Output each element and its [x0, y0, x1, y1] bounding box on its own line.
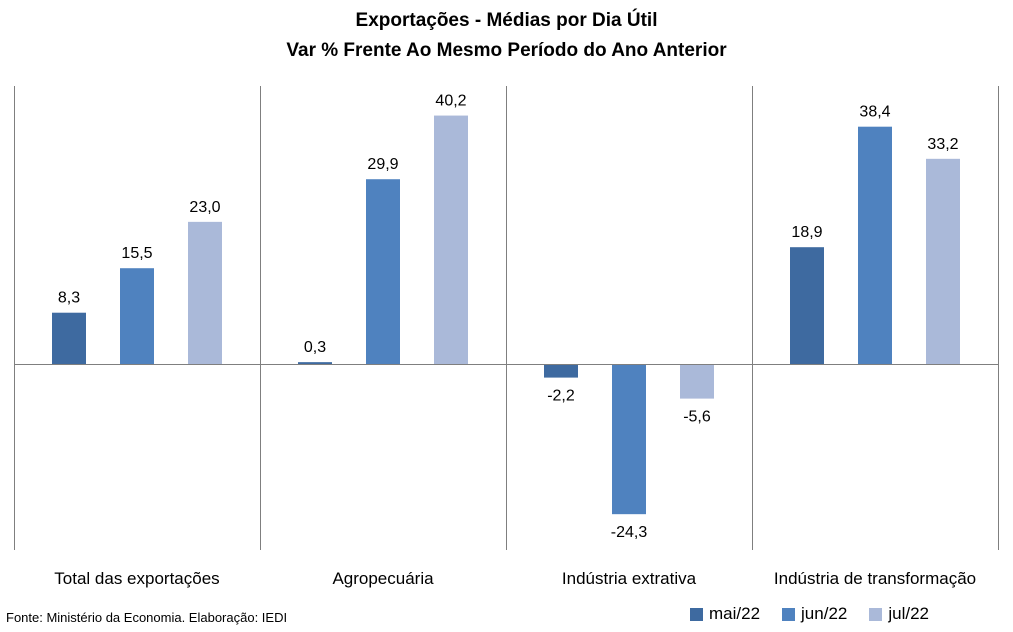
data-label: 23,0	[189, 199, 220, 216]
legend-swatch	[869, 607, 883, 621]
data-label: 40,2	[435, 93, 466, 110]
legend-label: jun/22	[801, 604, 848, 623]
legend-swatch	[782, 607, 796, 621]
chart-subtitle: Var % Frente Ao Mesmo Período do Ano Ant…	[286, 40, 727, 61]
category-label: Indústria extrativa	[562, 569, 697, 588]
bar	[680, 364, 714, 399]
bar	[612, 364, 646, 515]
data-label: 33,2	[927, 136, 958, 153]
category-label: Indústria de transformação	[774, 569, 976, 588]
legend-item-mai22: mai/22	[690, 604, 760, 624]
category-label: Total das exportações	[54, 569, 219, 588]
legend-item-jul22: jul/22	[869, 604, 929, 624]
category-label: Agropecuária	[332, 569, 434, 588]
bar	[120, 268, 154, 364]
data-label: 38,4	[859, 104, 890, 121]
bar	[858, 126, 892, 364]
data-label: 15,5	[121, 245, 152, 262]
bar	[544, 364, 578, 378]
legend-item-jun22: jun/22	[782, 604, 847, 624]
data-label: 18,9	[791, 224, 822, 241]
bar	[434, 115, 468, 365]
bar	[926, 158, 960, 364]
data-label: 8,3	[58, 290, 80, 307]
bar	[188, 221, 222, 364]
chart-title: Exportações - Médias por Dia Útil	[355, 10, 658, 31]
legend: mai/22 jun/22 jul/22	[690, 604, 929, 624]
source-note: Fonte: Ministério da Economia. Elaboraçã…	[6, 610, 288, 625]
bar	[298, 362, 332, 364]
bar	[366, 179, 400, 364]
bar	[52, 312, 86, 364]
data-label: -2,2	[547, 388, 575, 405]
legend-label: mai/22	[709, 604, 761, 623]
data-label: -5,6	[683, 409, 711, 426]
data-label: 0,3	[304, 339, 326, 356]
bar	[790, 247, 824, 364]
legend-swatch	[690, 607, 703, 621]
data-label: -24,3	[611, 524, 648, 541]
data-label: 29,9	[367, 156, 398, 173]
legend-label: jul/22	[888, 604, 929, 623]
